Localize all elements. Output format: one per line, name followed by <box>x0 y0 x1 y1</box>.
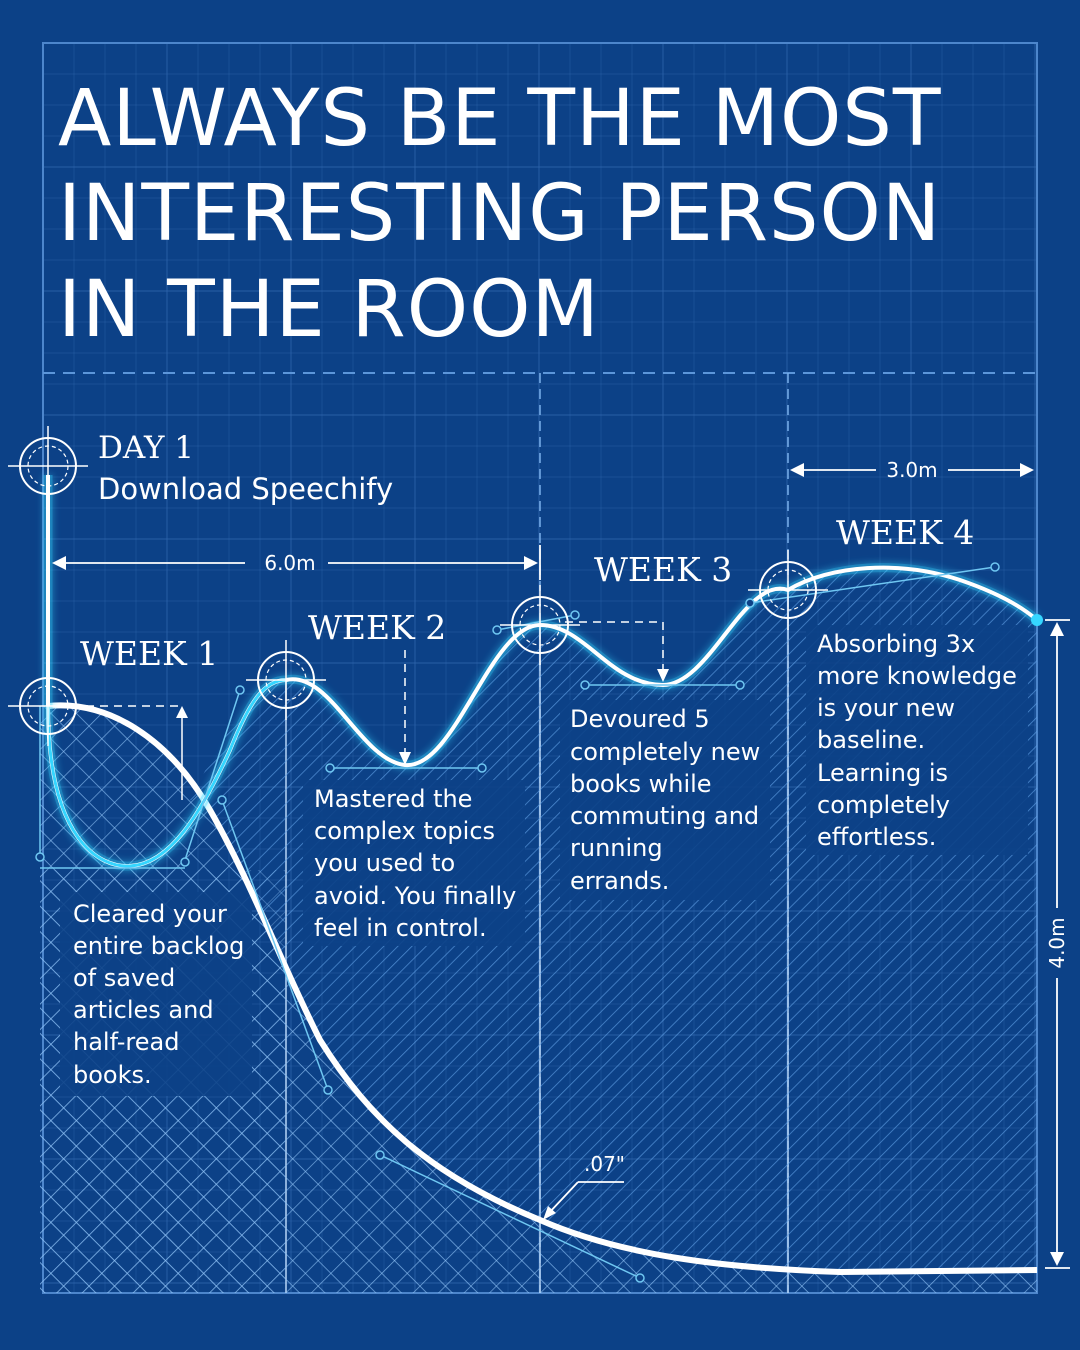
week4-note: Absorbing 3x more knowledge is your new … <box>817 630 1025 851</box>
dimension-3m-label: 3.0m <box>886 458 937 482</box>
week2-note-bg <box>303 780 525 946</box>
week4-note-bg <box>806 625 1028 855</box>
dimension-4m <box>1045 619 1070 1269</box>
declining-curve <box>47 702 1038 1276</box>
dimension-tolerance-label: .07" <box>584 1152 625 1176</box>
week1-note: Cleared your entire backlog of saved art… <box>73 900 252 1089</box>
construction-lines <box>39 566 996 1279</box>
day1-marker <box>8 426 88 506</box>
title-line-3: IN THE ROOM <box>58 265 600 355</box>
end-point <box>1031 614 1043 626</box>
construction-points <box>35 562 1000 1283</box>
week1-label: WEEK 1 <box>80 634 218 673</box>
week2-note: Mastered the complex topics you used to … <box>314 785 524 942</box>
week1-marker <box>8 666 88 746</box>
reference-arrows <box>176 669 669 800</box>
week4-marker <box>748 550 828 630</box>
dimension-4m-label: 4.0m <box>1045 917 1069 968</box>
growth-curve-accent <box>46 678 287 868</box>
week1-note-bg <box>60 892 252 1096</box>
week3-label: WEEK 3 <box>594 550 732 589</box>
week4-label: WEEK 4 <box>836 513 974 552</box>
week2-marker <box>246 640 326 720</box>
reference-lines <box>72 621 664 755</box>
crosshatch-area <box>40 705 1037 1293</box>
dimension-6m-label: 6.0m <box>264 551 315 575</box>
dimension-tolerance <box>543 1181 624 1220</box>
week2-label: WEEK 2 <box>308 608 446 647</box>
title-line-2: INTERESTING PERSON <box>58 169 941 259</box>
crosshair-markers <box>8 426 828 746</box>
dimension-6m <box>47 545 541 580</box>
day-action-label: Download Speechify <box>98 472 393 506</box>
week3-note-bg <box>560 700 770 900</box>
day-label: DAY 1 <box>98 430 194 466</box>
week3-marker <box>500 585 580 665</box>
week3-note: Devoured 5 completely new books while co… <box>570 705 768 895</box>
dimension-3m <box>790 463 1034 477</box>
title-line-1: ALWAYS BE THE MOST <box>58 74 942 164</box>
